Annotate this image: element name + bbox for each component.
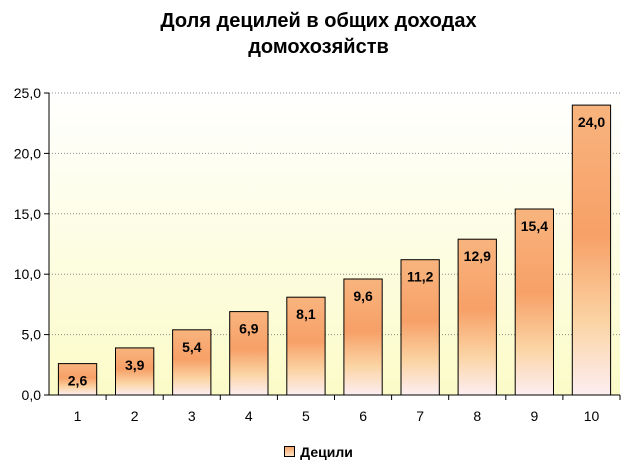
y-tick-label: 0,0 xyxy=(22,387,42,403)
data-label: 15,4 xyxy=(521,218,548,234)
bar xyxy=(400,259,440,396)
data-label: 3,9 xyxy=(125,357,145,373)
bar xyxy=(571,104,612,396)
bar xyxy=(457,238,497,396)
x-tick-label: 2 xyxy=(131,408,139,424)
x-tick-label: 3 xyxy=(188,408,196,424)
data-label: 6,9 xyxy=(239,321,259,337)
bar xyxy=(57,363,98,396)
x-tick-label: 10 xyxy=(584,408,600,424)
legend: Децили xyxy=(0,444,637,460)
data-label: 12,9 xyxy=(464,248,491,264)
chart-title: Доля децилей в общих доходах домохозяйст… xyxy=(0,8,637,60)
x-tick-label: 4 xyxy=(245,408,253,424)
data-label: 2,6 xyxy=(68,373,88,389)
data-label: 5,4 xyxy=(182,339,202,355)
data-label: 8,1 xyxy=(296,306,316,322)
y-tick-label: 15,0 xyxy=(14,206,41,222)
legend-label: Децили xyxy=(300,444,353,460)
x-tick-label: 1 xyxy=(74,408,82,424)
data-label: 9,6 xyxy=(353,288,373,304)
y-tick-label: 10,0 xyxy=(14,266,41,282)
bar xyxy=(514,208,555,396)
data-label: 24,0 xyxy=(578,114,605,130)
bar xyxy=(172,329,212,396)
chart-title-line-2: домохозяйств xyxy=(248,36,389,58)
bar xyxy=(115,347,155,396)
x-tick-label: 7 xyxy=(416,408,424,424)
bar xyxy=(286,296,326,396)
data-label: 11,2 xyxy=(407,269,434,285)
legend-swatch xyxy=(284,446,296,457)
x-tick-label: 6 xyxy=(359,408,367,424)
bar xyxy=(229,311,269,396)
chart-title-line-1: Доля децилей в общих доходах xyxy=(160,10,477,32)
y-tick-label: 20,0 xyxy=(14,145,41,161)
x-tick-label: 5 xyxy=(302,408,310,424)
y-tick-label: 5,0 xyxy=(22,327,42,343)
x-tick-label: 9 xyxy=(531,408,539,424)
x-tick-label: 8 xyxy=(473,408,481,424)
y-tick-label: 25,0 xyxy=(14,85,41,101)
bar xyxy=(343,278,383,396)
